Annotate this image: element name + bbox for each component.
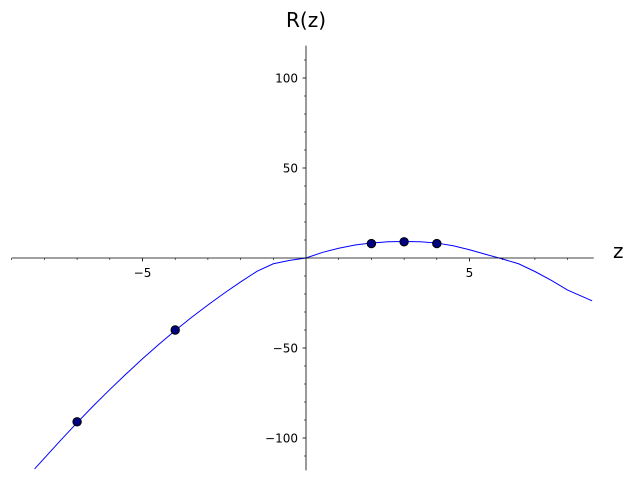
y-tick-label: −50 <box>273 342 298 356</box>
points-layer <box>72 237 442 427</box>
data-point <box>170 325 180 335</box>
y-tick-label: 100 <box>275 72 298 86</box>
data-point <box>399 237 409 247</box>
y-axis-label: R(z) <box>286 8 326 32</box>
data-point <box>432 238 442 249</box>
curve-layer <box>34 240 593 470</box>
data-point <box>72 417 82 427</box>
x-axis-label: z <box>613 239 624 263</box>
curve-line <box>34 240 593 470</box>
x-tick-label: −5 <box>134 266 152 280</box>
y-tick-label: −100 <box>265 432 298 446</box>
axes-layer <box>11 45 594 471</box>
data-point <box>366 238 377 249</box>
labels-layer: −5 5 −100 −50 50 100 <box>134 72 474 446</box>
y-tick-label: 50 <box>283 162 298 176</box>
x-tick-label: 5 <box>466 266 474 280</box>
